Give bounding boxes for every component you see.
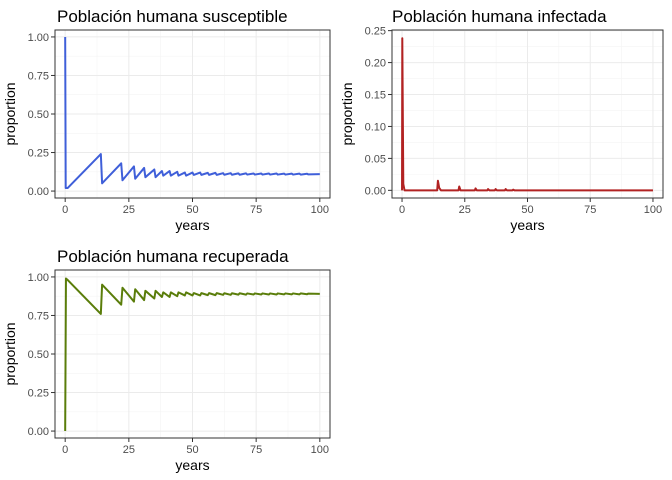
- x-axis-label: years: [175, 217, 209, 233]
- chart-title: Población humana recuperada: [57, 247, 289, 266]
- chart-panel-2: 0 25 50 75 100 0.00 0.05 0.10 0.15 0.20 0.25 Poblac…: [339, 7, 664, 233]
- x-tick-label: 75: [250, 204, 262, 216]
- y-tick-label: 0.50: [28, 349, 49, 361]
- x-tick-label: 50: [186, 444, 198, 456]
- x-tick-label: 25: [123, 204, 135, 216]
- y-tick-label: 0.50: [28, 109, 49, 121]
- y-tick-label: 1.00: [28, 32, 49, 44]
- x-tick-label: 0: [62, 204, 68, 216]
- x-tick-label: 50: [521, 204, 533, 216]
- x-tick-label: 100: [311, 444, 329, 456]
- y-tick-label: 0.20: [365, 58, 386, 70]
- y-axis-label: proportion: [2, 82, 18, 145]
- y-tick-label: 0.15: [365, 90, 386, 102]
- x-tick-label: 75: [250, 444, 262, 456]
- y-tick-label: 0.75: [28, 310, 49, 322]
- y-tick-label: 0.00: [28, 426, 49, 438]
- x-tick-label: 25: [123, 444, 135, 456]
- series-line: [64, 277, 320, 432]
- x-tick-label: 50: [186, 204, 198, 216]
- y-tick-label: 1.00: [28, 272, 49, 284]
- x-tick-label: 0: [399, 204, 405, 216]
- y-axis-label: proportion: [339, 82, 355, 145]
- x-tick-label: 100: [644, 204, 662, 216]
- y-tick-label: 0.10: [365, 121, 386, 133]
- y-tick-label: 0.75: [28, 70, 49, 82]
- x-axis-label: years: [175, 457, 209, 473]
- y-tick-label: 0.25: [28, 388, 49, 400]
- series-line: [401, 37, 653, 192]
- chart-title: Población humana infectada: [392, 7, 607, 26]
- chart-panel-1: 0 25 50 75 100 0.00 0.25 0.50 0.75 1.00 Población …: [2, 7, 331, 233]
- y-tick-label: 0.00: [365, 185, 386, 197]
- x-tick-label: 100: [311, 204, 329, 216]
- y-tick-label: 0.25: [28, 148, 49, 160]
- y-tick-label: 0.00: [28, 186, 49, 198]
- x-tick-label: 25: [459, 204, 471, 216]
- x-axis-label: years: [510, 217, 544, 233]
- x-tick-label: 0: [62, 444, 68, 456]
- x-tick-label: 75: [584, 204, 596, 216]
- chart-panel-3: 0 25 50 75 100 0.00 0.25 0.50 0.75 1.00 Población …: [2, 247, 331, 473]
- chart-title: Población humana susceptible: [57, 7, 288, 26]
- y-tick-label: 0.05: [365, 153, 386, 165]
- y-tick-label: 0.25: [365, 26, 386, 38]
- y-axis-label: proportion: [2, 322, 18, 385]
- series-line: [64, 36, 320, 189]
